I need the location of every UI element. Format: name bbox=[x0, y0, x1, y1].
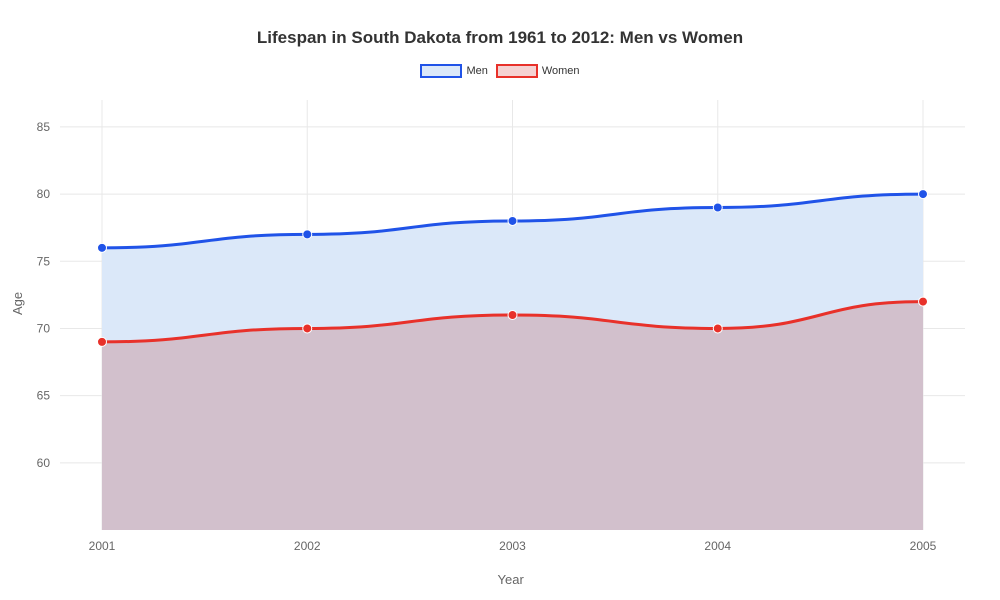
chart-svg: 60 65 70 75 80 85 2001 2002 2003 2004 2005 bbox=[0, 0, 1000, 600]
y-tick-label: 80 bbox=[37, 187, 51, 201]
x-tick-label: 2004 bbox=[704, 539, 731, 553]
marker-men bbox=[98, 243, 107, 252]
marker-women bbox=[713, 324, 722, 333]
marker-women bbox=[303, 324, 312, 333]
chart-container: Lifespan in South Dakota from 1961 to 20… bbox=[0, 0, 1000, 600]
x-tick-label: 2001 bbox=[89, 539, 116, 553]
y-tick-label: 75 bbox=[37, 254, 51, 268]
x-axis-label: Year bbox=[498, 572, 524, 587]
y-tick-label: 60 bbox=[37, 456, 51, 470]
marker-women bbox=[919, 297, 928, 306]
marker-men bbox=[303, 230, 312, 239]
y-tick-label: 85 bbox=[37, 120, 51, 134]
marker-women bbox=[508, 311, 517, 320]
marker-women bbox=[98, 337, 107, 346]
y-tick-label: 65 bbox=[37, 389, 51, 403]
y-axis-label: Age bbox=[10, 292, 25, 315]
marker-men bbox=[713, 203, 722, 212]
x-tick-label: 2005 bbox=[910, 539, 937, 553]
marker-men bbox=[508, 216, 517, 225]
y-tick-label: 70 bbox=[37, 321, 51, 335]
x-tick-label: 2003 bbox=[499, 539, 526, 553]
area-fill-women bbox=[102, 302, 923, 530]
x-tick-label: 2002 bbox=[294, 539, 321, 553]
marker-men bbox=[919, 190, 928, 199]
